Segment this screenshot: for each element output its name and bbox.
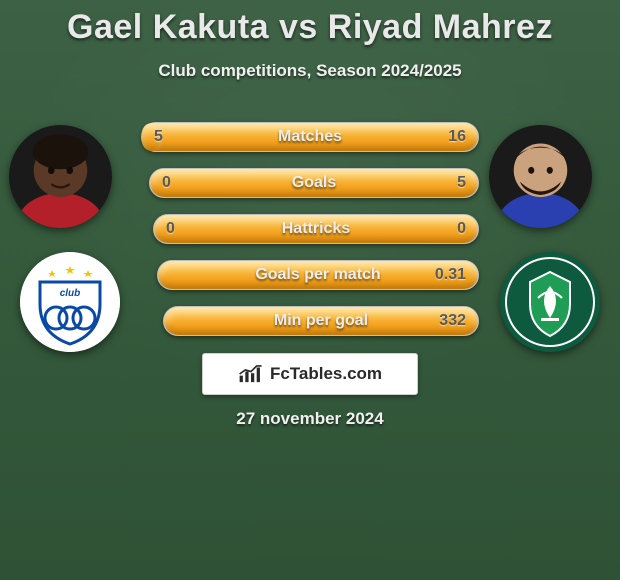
- bar-chart-icon: [238, 364, 264, 384]
- player-right-avatar: [489, 125, 592, 228]
- date-stamp: 27 november 2024: [0, 409, 620, 429]
- stat-value-left: 0: [154, 215, 187, 243]
- club-right-crest: [500, 252, 600, 352]
- club-left-crest: club: [20, 252, 120, 352]
- svg-text:club: club: [60, 288, 81, 299]
- stat-bar: 516Matches: [141, 122, 479, 152]
- stat-bar: 332Min per goal: [163, 306, 479, 336]
- brand-text: FcTables.com: [270, 364, 382, 384]
- comparison-bars: 516Matches05Goals00Hattricks0.31Goals pe…: [141, 122, 479, 336]
- page-title: Gael Kakuta vs Riyad Mahrez: [0, 0, 620, 47]
- page-subtitle: Club competitions, Season 2024/2025: [0, 61, 620, 81]
- stat-bar: 00Hattricks: [153, 214, 479, 244]
- stat-value-left: [164, 307, 188, 335]
- stat-value-left: [158, 261, 182, 289]
- stat-value-right: 5: [445, 169, 478, 197]
- player-left-avatar: [9, 125, 112, 228]
- stat-bar: 05Goals: [149, 168, 479, 198]
- stat-bar: 0.31Goals per match: [157, 260, 479, 290]
- stat-value-left: 0: [150, 169, 183, 197]
- stat-value-right: 0.31: [423, 261, 478, 289]
- brand-box: FcTables.com: [202, 353, 418, 395]
- stat-bar-fill-right: [142, 123, 478, 151]
- stat-value-left: 5: [142, 123, 175, 151]
- stat-value-right: 16: [436, 123, 478, 151]
- stat-bar-fill-right: [150, 169, 478, 197]
- stat-bar-fill-right: [154, 215, 478, 243]
- stat-value-right: 332: [427, 307, 478, 335]
- stat-value-right: 0: [445, 215, 478, 243]
